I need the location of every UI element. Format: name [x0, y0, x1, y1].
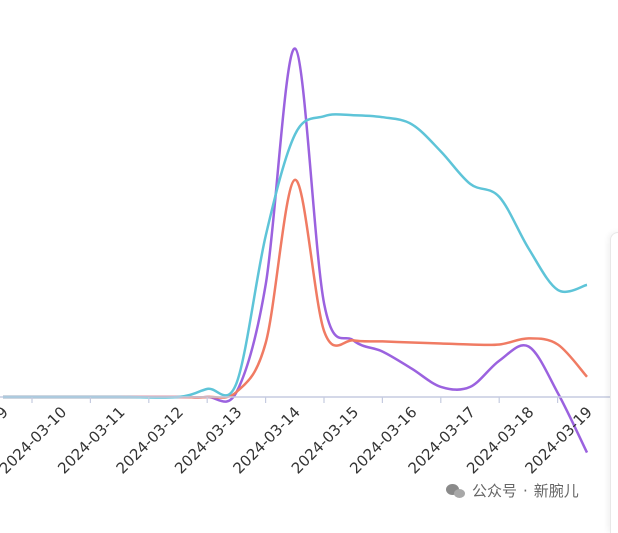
wechat-icon: [446, 483, 466, 499]
x-tick-label: 9: [0, 403, 12, 422]
tick-label-layer: 92024-03-102024-03-112024-03-122024-03-1…: [0, 403, 596, 477]
series-layer: [3, 47, 589, 454]
line-chart: 92024-03-102024-03-112024-03-122024-03-1…: [0, 47, 617, 477]
series-line-1: [3, 47, 589, 454]
side-panel-edge: [610, 232, 618, 533]
watermark-name: 新腕儿: [533, 482, 579, 500]
watermark-separator: ·: [523, 481, 528, 500]
series-line-2: [3, 178, 588, 399]
watermark: 公众号 · 新腕儿: [446, 480, 579, 501]
watermark-prefix: 公众号: [472, 482, 518, 500]
series-line-3: [3, 113, 588, 399]
